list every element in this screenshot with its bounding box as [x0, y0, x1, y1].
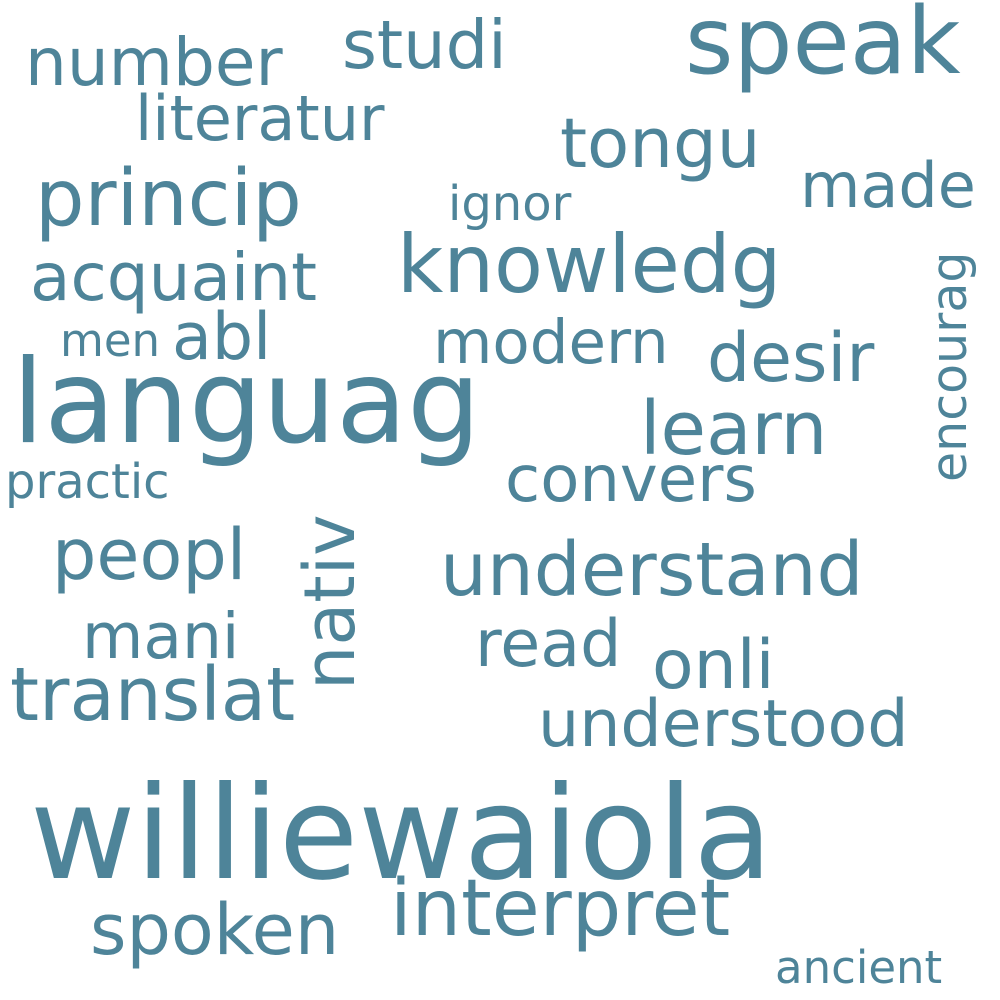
word-languag: languag [12, 335, 481, 470]
word-tongu: tongu [560, 104, 761, 184]
word-ignor: ignor [448, 176, 572, 232]
word-learn: learn [640, 386, 828, 472]
word-practic: practic [5, 454, 170, 510]
word-understand: understand [440, 527, 864, 613]
word-nativ: nativ [289, 514, 371, 690]
word-literatur: literatur [135, 82, 385, 155]
word-interpret: interpret [390, 864, 731, 954]
word-understood: understood [538, 687, 909, 762]
word-spoken: spoken [90, 889, 340, 971]
word-abl: abl [172, 300, 272, 375]
word-desir: desir [707, 319, 875, 398]
word-translat: translat [10, 652, 296, 738]
word-read: read [475, 607, 622, 682]
word-knowledg: knowledg [397, 218, 782, 311]
word-onli: onli [652, 626, 775, 705]
word-peopl: peopl [52, 514, 247, 596]
word-acquaint: acquaint [30, 239, 317, 316]
word-convers: convers [505, 443, 757, 517]
word-encourag: encourag [921, 251, 978, 482]
word-modern: modern [433, 307, 669, 378]
word-made: made [800, 149, 976, 222]
word-mani: mani [82, 600, 240, 673]
word-ancient: ancient [775, 941, 943, 994]
word-speak: speak [685, 0, 961, 95]
word-williewaiola: williewaiola [30, 759, 773, 909]
word-studi: studi [342, 6, 507, 84]
word-men: men [60, 314, 161, 367]
word-princip: princip [35, 154, 302, 244]
word-number: number [25, 24, 283, 101]
